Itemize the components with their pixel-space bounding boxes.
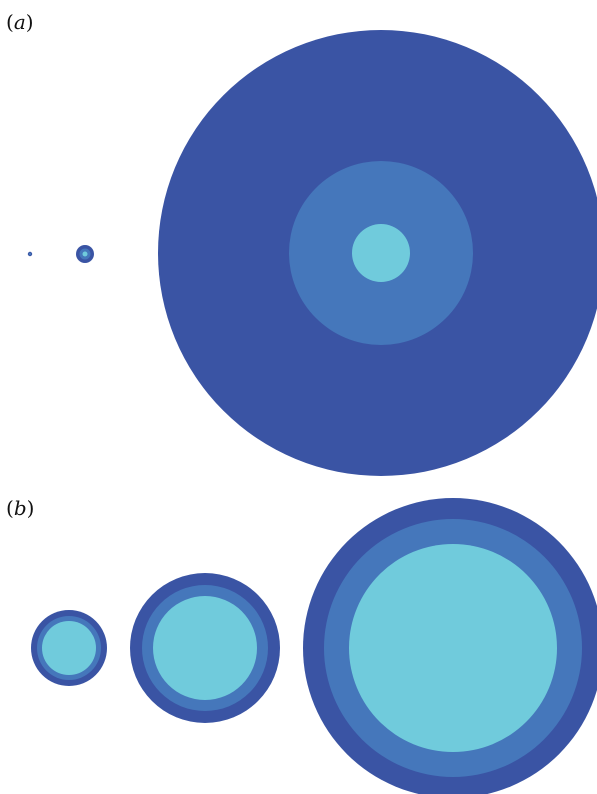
circle-b-medium-core [153,596,257,700]
panel-label-b-letter: b [13,496,27,520]
circle-group-a-small [76,245,94,263]
circle-group-a-tiny [27,251,33,257]
circle-group-b-large [303,498,597,794]
circle-b-small-core [42,621,96,675]
circle-group-b-small [31,610,107,686]
panel-label-a-open: ( [6,10,14,34]
circle-a-tiny-core [28,252,32,256]
panel-a-circles [27,30,597,476]
circle-a-large-core [352,224,410,282]
panel-label-b-open: ( [6,496,14,520]
panel-b-circles [31,498,597,794]
circle-group-b-medium [130,573,280,723]
circle-group-a-large [158,30,597,476]
circle-b-large-core [349,544,557,752]
panel-label-a-letter: a [13,10,26,34]
panel-label-b-close: ) [26,496,35,520]
circle-a-small-core [82,251,88,257]
panel-label-b: (b) [6,498,34,518]
panel-label-a: (a) [6,12,34,32]
panel-label-a-close: ) [25,10,34,34]
